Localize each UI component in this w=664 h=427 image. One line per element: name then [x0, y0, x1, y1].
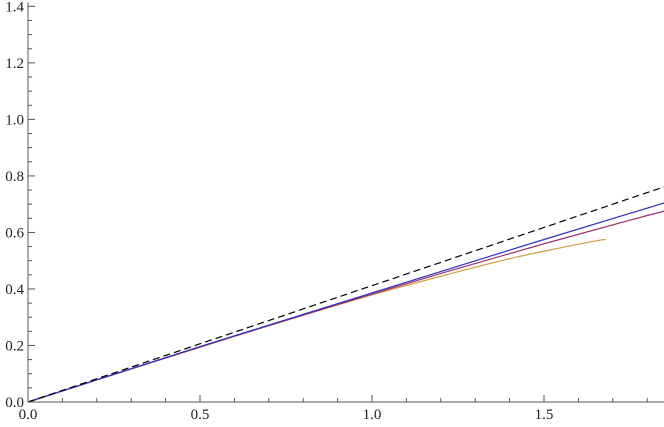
y-tick-label: 1.0 — [5, 112, 24, 128]
x-tick-label: 0.5 — [191, 407, 210, 423]
y-tick-label: 0.6 — [5, 225, 24, 241]
y-tick-label: 0.2 — [5, 338, 24, 354]
tick-labels: 0.00.51.01.52.02.53.03.50.00.20.40.60.81… — [5, 0, 554, 423]
x-tick-label: 0.0 — [19, 407, 38, 423]
axis-ticks — [27, 5, 648, 403]
reference-dashed-line — [27, 186, 664, 403]
y-tick-label: 0.4 — [5, 282, 24, 298]
series-line-2 — [27, 210, 664, 403]
series-line-1 — [27, 238, 607, 403]
y-tick-label: 0.8 — [5, 169, 24, 185]
y-tick-label: 1.4 — [5, 0, 24, 15]
x-tick-label: 1.0 — [363, 407, 382, 423]
x-tick-label: 1.5 — [535, 407, 554, 423]
series-layer — [27, 186, 664, 403]
y-tick-label: 1.2 — [5, 56, 24, 72]
series-line-3 — [27, 202, 664, 403]
y-tick-label: 0.0 — [5, 395, 24, 411]
